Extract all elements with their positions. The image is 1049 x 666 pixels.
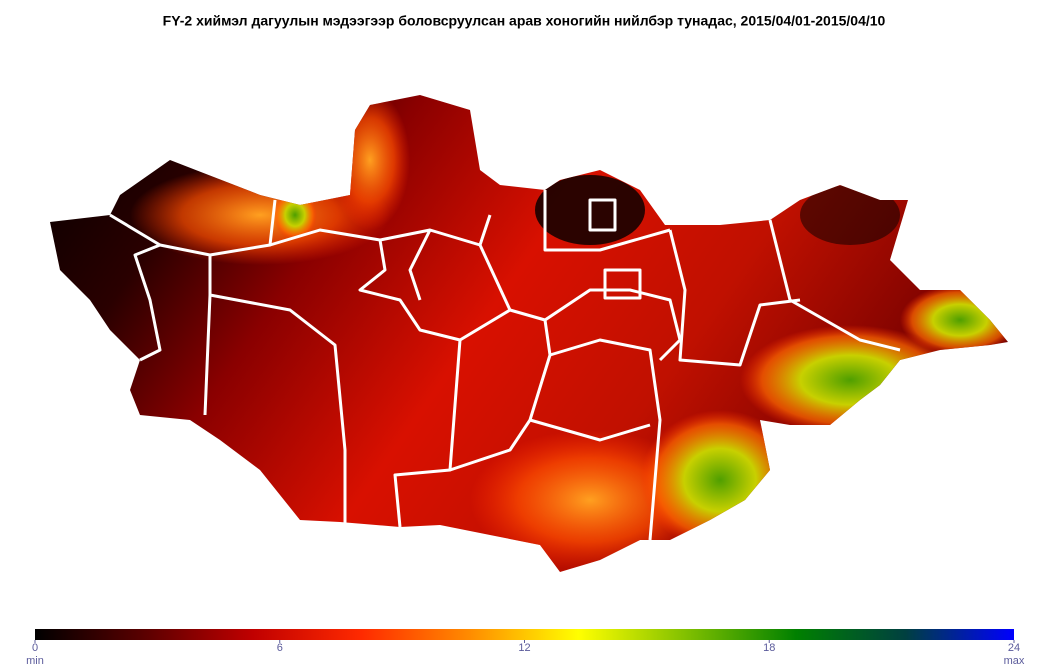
colorbar-tick-label: 18 [763, 642, 775, 654]
colorbar-tick-label: 12 [518, 642, 530, 654]
map-title: FY-2 хиймэл дагуулын мэдээгээр боловсруу… [163, 13, 886, 29]
colorbar-tick-label: 24 [1008, 642, 1020, 654]
colorbar-tick-label: 6 [277, 642, 283, 654]
colorbar-max-label: max [1004, 655, 1025, 666]
province-boundaries [109, 190, 901, 541]
precipitation-map [50, 95, 1008, 572]
colorbar-tick-label: 0 [32, 642, 38, 654]
colorbar [35, 629, 1014, 640]
colorbar-min-label: min [26, 655, 44, 666]
